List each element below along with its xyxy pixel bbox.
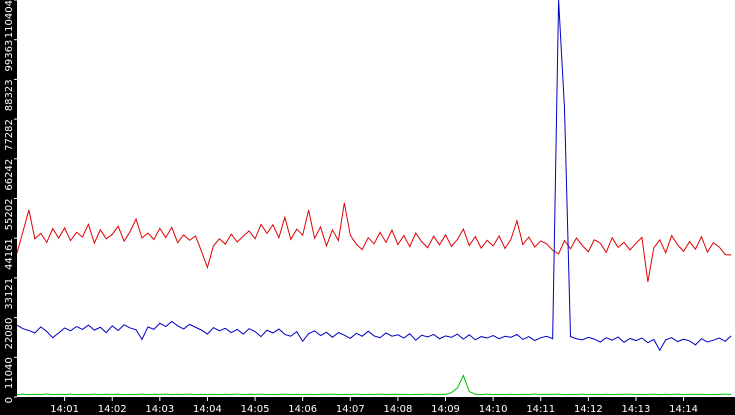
series-line [16,374,732,396]
x-tick-label: 14:14 [669,404,698,415]
series-line [16,202,732,283]
y-axis-band [0,0,17,415]
y-tick-label: 88323 [4,79,15,111]
y-tick-label: 33121 [4,278,15,310]
x-axis-band [0,397,735,415]
y-tick-label: 66242 [4,159,15,191]
y-tick-label: 11040 [4,357,15,389]
y-tick-label: 77282 [4,119,15,151]
y-tick-label: 44161 [4,238,15,270]
x-tick-label: 14:11 [526,404,555,415]
x-tick-label: 14:08 [383,404,412,415]
x-tick-label: 14:03 [145,404,174,415]
x-tick-label: 14:09 [431,404,460,415]
x-tick-label: 14:04 [193,404,222,415]
x-tick-label: 14:05 [241,404,270,415]
y-tick-label: 55202 [4,199,15,231]
y-tick-label: 110404 [4,0,15,38]
x-tick-label: 14:07 [336,404,365,415]
series-line [16,0,732,352]
y-tick-label: 99363 [4,40,15,72]
x-tick-label: 14:01 [50,404,79,415]
y-tick-label: 22080 [4,318,15,350]
x-tick-label: 14:02 [98,404,127,415]
x-tick-label: 14:13 [622,404,651,415]
y-tick-label: 0 [4,397,15,403]
x-tick-label: 14:06 [288,404,317,415]
x-tick-label: 14:10 [479,404,508,415]
x-tick-label: 14:12 [574,404,603,415]
